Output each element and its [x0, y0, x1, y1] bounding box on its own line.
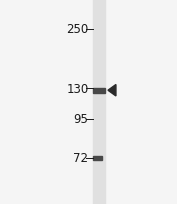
Text: 130: 130: [66, 82, 88, 95]
Polygon shape: [108, 85, 116, 96]
Bar: [93, 88, 105, 93]
Bar: [93, 0, 105, 204]
Text: 250: 250: [66, 23, 88, 36]
Text: 72: 72: [73, 152, 88, 165]
Text: 95: 95: [74, 113, 88, 126]
Bar: [93, 156, 102, 160]
